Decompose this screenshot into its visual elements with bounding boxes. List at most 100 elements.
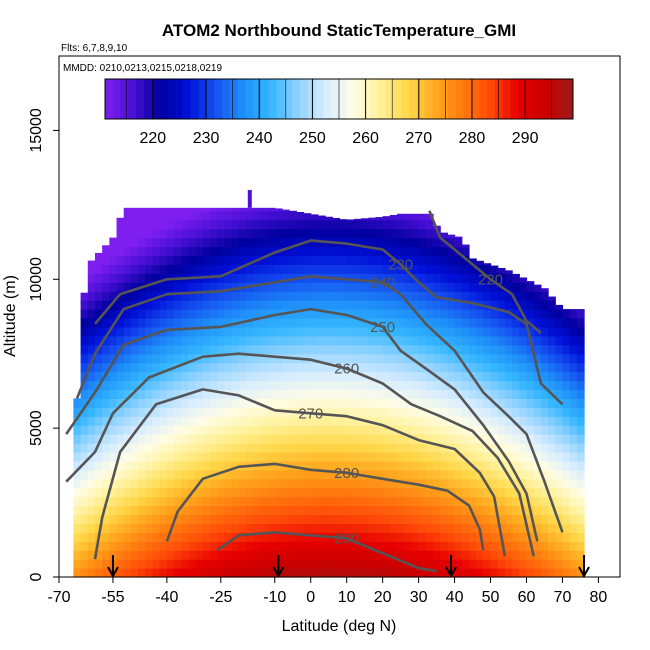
- colorbar-swatch: [378, 79, 387, 119]
- heatmap-cell: [375, 496, 384, 507]
- heatmap-cell: [267, 487, 276, 498]
- heatmap-cell: [210, 487, 218, 498]
- heatmap-cell: [289, 559, 297, 569]
- heatmap-cell: [130, 416, 139, 426]
- heatmap-cell: [375, 541, 384, 551]
- heatmap-cell: [519, 541, 528, 551]
- heatmap-cell: [375, 273, 384, 283]
- heatmap-cell: [375, 434, 384, 444]
- heatmap-cell: [548, 425, 556, 435]
- heatmap-cell: [152, 219, 161, 230]
- heatmap-cell: [325, 264, 333, 274]
- heatmap-cell: [217, 371, 226, 382]
- heatmap-cell: [109, 326, 118, 337]
- heatmap-cell: [181, 478, 190, 489]
- heatmap-cell: [418, 219, 427, 230]
- heatmap-cell: [317, 550, 326, 560]
- heatmap-cell: [512, 362, 520, 373]
- heatmap-cell: [490, 380, 499, 391]
- heatmap-cell: [281, 246, 290, 257]
- heatmap-cell: [375, 237, 384, 248]
- heatmap-cell: [238, 487, 247, 498]
- heatmap-cell: [418, 371, 427, 382]
- heatmap-cell: [325, 505, 333, 516]
- heatmap-cell: [425, 219, 434, 230]
- heatmap-cell: [210, 505, 218, 516]
- heatmap-cell: [310, 326, 319, 337]
- heatmap-cell: [80, 300, 89, 310]
- heatmap-cell: [274, 496, 283, 507]
- heatmap-cell: [303, 371, 312, 382]
- heatmap-cell: [303, 469, 312, 480]
- heatmap-cell: [389, 532, 398, 542]
- flight-arrow: [272, 555, 285, 579]
- heatmap-cell: [540, 317, 549, 328]
- heatmap-cell: [145, 335, 154, 346]
- colorbar-swatch: [495, 79, 504, 119]
- heatmap-cell: [368, 541, 377, 551]
- heatmap-cell: [526, 344, 535, 355]
- heatmap-cell: [490, 523, 499, 533]
- heatmap-cell: [353, 273, 362, 283]
- heatmap-cell: [260, 559, 269, 569]
- heatmap-cell: [188, 559, 197, 569]
- heatmap-cell: [497, 398, 506, 408]
- heatmap-cell: [130, 255, 139, 265]
- heatmap-cell: [548, 380, 556, 391]
- heatmap-cell: [80, 478, 89, 489]
- heatmap-cell: [116, 434, 125, 444]
- heatmap-cell: [346, 219, 355, 221]
- heatmap-cell: [461, 335, 470, 346]
- heatmap-cell: [569, 496, 578, 507]
- heatmap-cell: [195, 380, 204, 391]
- heatmap-cell: [116, 487, 125, 498]
- heatmap-cell: [433, 389, 441, 399]
- heatmap-cell: [281, 514, 290, 525]
- heatmap-cell: [260, 389, 269, 399]
- heatmap-cell: [447, 407, 456, 417]
- heatmap-cell: [461, 344, 470, 355]
- heatmap-cell: [389, 309, 398, 319]
- heatmap-cell: [152, 273, 161, 283]
- heatmap-cell: [246, 523, 254, 533]
- heatmap-cell: [224, 210, 233, 221]
- heatmap-cell: [210, 210, 218, 221]
- heatmap-cell: [440, 550, 448, 560]
- heatmap-cell: [411, 255, 420, 265]
- heatmap-cell: [210, 362, 218, 373]
- heatmap-cell: [289, 568, 297, 578]
- heatmap-cell: [339, 335, 348, 346]
- heatmap-cell: [562, 559, 571, 569]
- heatmap-cell: [166, 469, 175, 480]
- heatmap-cell: [317, 469, 326, 480]
- heatmap-cell: [389, 371, 398, 382]
- heatmap-cell: [260, 228, 269, 239]
- heatmap-cell: [253, 246, 261, 257]
- heatmap-cell: [317, 255, 326, 265]
- heatmap-cell: [454, 291, 463, 301]
- heatmap-cell: [504, 389, 513, 399]
- heatmap-cell: [361, 317, 369, 328]
- heatmap-cell: [253, 496, 261, 507]
- heatmap-cell: [145, 353, 154, 364]
- heatmap-cell: [210, 514, 218, 525]
- heatmap-cell: [224, 309, 233, 319]
- heatmap-cell: [361, 478, 369, 489]
- heatmap-cell: [411, 335, 420, 346]
- colorbar-swatch: [393, 79, 402, 119]
- heatmap-cell: [303, 505, 312, 516]
- heatmap-cell: [80, 451, 89, 462]
- heatmap-cell: [317, 407, 326, 417]
- heatmap-cell: [166, 282, 175, 292]
- heatmap-cell: [73, 514, 82, 525]
- heatmap-cell: [425, 550, 434, 560]
- heatmap-cell: [166, 407, 175, 417]
- heatmap-cell: [231, 326, 240, 337]
- heatmap-cell: [94, 255, 103, 265]
- heatmap-cell: [468, 496, 477, 507]
- heatmap-cell: [231, 478, 240, 489]
- heatmap-cell: [102, 451, 110, 462]
- heatmap-cell: [267, 559, 276, 569]
- heatmap-cell: [303, 478, 312, 489]
- heatmap-cell: [310, 291, 319, 301]
